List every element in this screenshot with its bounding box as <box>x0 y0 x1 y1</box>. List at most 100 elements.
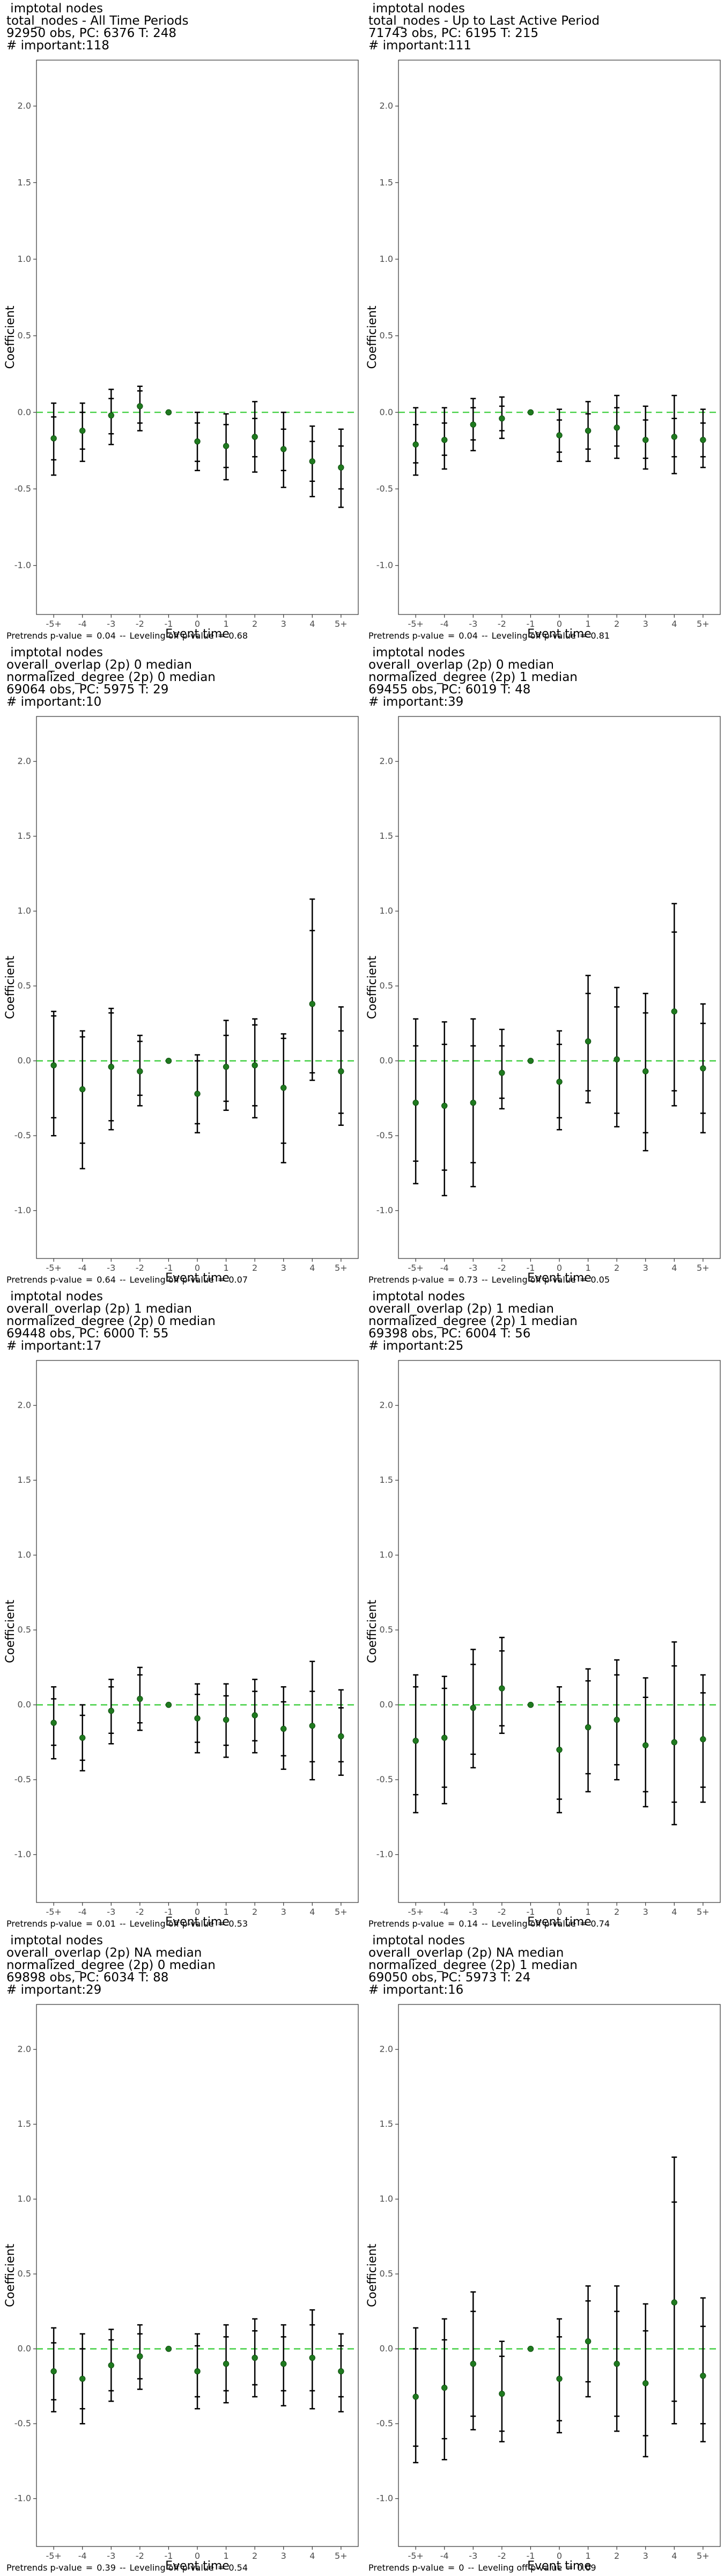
estimate-point <box>50 435 57 442</box>
x-tick-label: 4 <box>671 1907 677 1917</box>
estimate-point <box>614 1716 620 1723</box>
y-tick-label: 0.0 <box>18 407 31 417</box>
y-tick-label: -1.0 <box>376 2493 393 2504</box>
coefficient-plot: -1.0 -0.5 0.0 0.5 1.0 1.5 2.0 -5+ -4 -3 -2 -1 0 1 2 3 4 5… <box>366 2004 721 2573</box>
y-tick-label: -1.0 <box>376 1205 393 1216</box>
leveling-off-value: 0.74 <box>590 1919 610 1929</box>
x-tick-label: 0 <box>557 619 562 629</box>
y-tick-label: -0.5 <box>14 2418 31 2428</box>
y-tick-label: 1.0 <box>18 2194 31 2204</box>
y-tick-label: 1.0 <box>18 906 31 916</box>
chart-title-line: 71743 obs, PC: 6195 T: 215 <box>368 26 539 40</box>
leveling-off-label: Leveling off p-value <box>491 1275 576 1285</box>
estimate-point <box>108 1708 114 1714</box>
estimate-point <box>309 1000 315 1007</box>
x-tick-label: -4 <box>78 619 87 629</box>
estimate-point <box>137 1695 143 1702</box>
leveling-off-value: 0.05 <box>590 1275 610 1285</box>
x-tick-label: 2 <box>252 1907 257 1917</box>
chart-panel-5: imptotal nodes overall_overlap (2p) 1 med… <box>0 1288 362 1932</box>
x-tick-label: -3 <box>107 619 115 629</box>
coefficient-plot: -1.0 -0.5 0.0 0.5 1.0 1.5 2.0 -5+ -4 -3 -2 -1 0 1 2 3 4 5… <box>366 60 721 641</box>
coefficient-plot: -1.0 -0.5 0.0 0.5 1.0 1.5 2.0 -5+ -4 -3 -2 -1 0 1 2 3 4 5… <box>366 1360 721 1929</box>
estimate-point <box>412 441 419 448</box>
pretrends-value: 0.01 <box>97 1919 116 1929</box>
estimate-point <box>137 2353 143 2360</box>
footer-separator: = <box>83 1919 96 1929</box>
chart-title-line: overall_overlap (2p) NA median <box>6 1946 202 1960</box>
y-tick-label: 2.0 <box>18 1400 31 1410</box>
x-tick-label: 2 <box>614 619 619 629</box>
chart-title-line: imptotal nodes <box>6 646 103 660</box>
estimate-point <box>309 458 315 465</box>
y-axis-title: Coefficient <box>366 1600 379 1663</box>
x-tick-label: 5+ <box>697 1263 710 1273</box>
x-tick-label: -1 <box>526 1263 535 1273</box>
x-tick-label: 0 <box>195 2551 200 2561</box>
estimate-point <box>527 1058 534 1064</box>
leveling-off-value: 0.53 <box>228 1919 248 1929</box>
pretrends-value: 0.04 <box>97 631 116 641</box>
estimate-point <box>527 2346 534 2352</box>
x-tick-label: 1 <box>585 619 590 629</box>
x-tick-label: 3 <box>281 2551 286 2561</box>
x-axis-title: Event time <box>527 2559 592 2573</box>
plot-border <box>36 2004 359 2547</box>
pretrends-label: Pretrends p-value <box>6 1275 82 1285</box>
pretrends-value: 0.14 <box>459 1919 478 1929</box>
x-tick-label: 0 <box>557 1907 562 1917</box>
chart-title-line: # important:17 <box>6 1339 102 1353</box>
estimate-point <box>223 1064 230 1070</box>
leveling-off-value: 0.09 <box>577 2563 596 2573</box>
x-tick-label: -3 <box>107 1263 115 1273</box>
pretrends-value: 0 <box>459 2563 464 2573</box>
x-tick-label: -3 <box>469 619 477 629</box>
y-tick-label: -0.5 <box>376 1130 393 1140</box>
footer-separator: = <box>445 631 458 641</box>
coefficient-plot: -1.0 -0.5 0.0 0.5 1.0 1.5 2.0 -5+ -4 -3 -2 -1 0 1 2 3 4 5… <box>4 1360 359 1929</box>
x-axis-title: Event time <box>165 1271 230 1285</box>
y-tick-label: 1.0 <box>380 1550 393 1560</box>
x-tick-label: 4 <box>309 1263 315 1273</box>
x-tick-label: -4 <box>440 2551 449 2561</box>
x-tick-label: 3 <box>281 619 286 629</box>
x-tick-label: 2 <box>614 1263 619 1273</box>
x-tick-label: 3 <box>281 1263 286 1273</box>
x-tick-label: -1 <box>164 2551 173 2561</box>
y-tick-label: 0.5 <box>380 331 393 341</box>
plot-border <box>398 716 721 1259</box>
estimate-point <box>79 1735 86 1741</box>
chart-title-line: imptotal nodes <box>368 1290 465 1304</box>
chart-title-line: overall_overlap (2p) 0 median <box>6 658 192 672</box>
x-tick-label: 3 <box>643 1263 648 1273</box>
y-tick-label: 0.5 <box>18 2268 31 2279</box>
chart-title-line: # important:39 <box>368 695 464 709</box>
p-value-footer: Pretrends p-value = 0 -- Leveling off p-… <box>368 2563 596 2573</box>
y-tick-label: 1.5 <box>380 1475 393 1485</box>
x-axis-title: Event time <box>165 627 230 641</box>
y-axis-title: Coefficient <box>4 2244 17 2307</box>
y-tick-label: 2.0 <box>18 101 31 111</box>
estimate-point <box>79 2375 86 2382</box>
footer-separator: = <box>563 2563 576 2573</box>
footer-separator: = <box>83 1275 96 1285</box>
x-axis-title: Event time <box>527 1915 592 1929</box>
x-tick-label: -1 <box>526 619 535 629</box>
chart-title-line: # important:111 <box>368 39 471 53</box>
plot-border <box>398 1360 721 1903</box>
estimate-point <box>108 2362 114 2369</box>
x-tick-label: -2 <box>498 619 506 629</box>
footer-separator: = <box>83 631 96 641</box>
plot-border <box>36 716 359 1259</box>
leveling-off-value: 0.54 <box>228 2563 248 2573</box>
chart-title-line: total_nodes - Up to Last Active Period <box>368 14 600 28</box>
x-tick-label: 0 <box>557 2551 562 2561</box>
estimate-point <box>556 432 563 438</box>
chart-title-line: # important:118 <box>6 39 109 53</box>
chart-panel-6: imptotal nodes overall_overlap (2p) 1 med… <box>362 1288 724 1932</box>
estimate-point <box>527 409 534 416</box>
x-tick-label: 3 <box>281 1907 286 1917</box>
leveling-off-label: Leveling off p-value <box>129 1919 214 1929</box>
chart-title-line: overall_overlap (2p) NA median <box>368 1946 564 1960</box>
estimate-point <box>556 1079 563 1085</box>
